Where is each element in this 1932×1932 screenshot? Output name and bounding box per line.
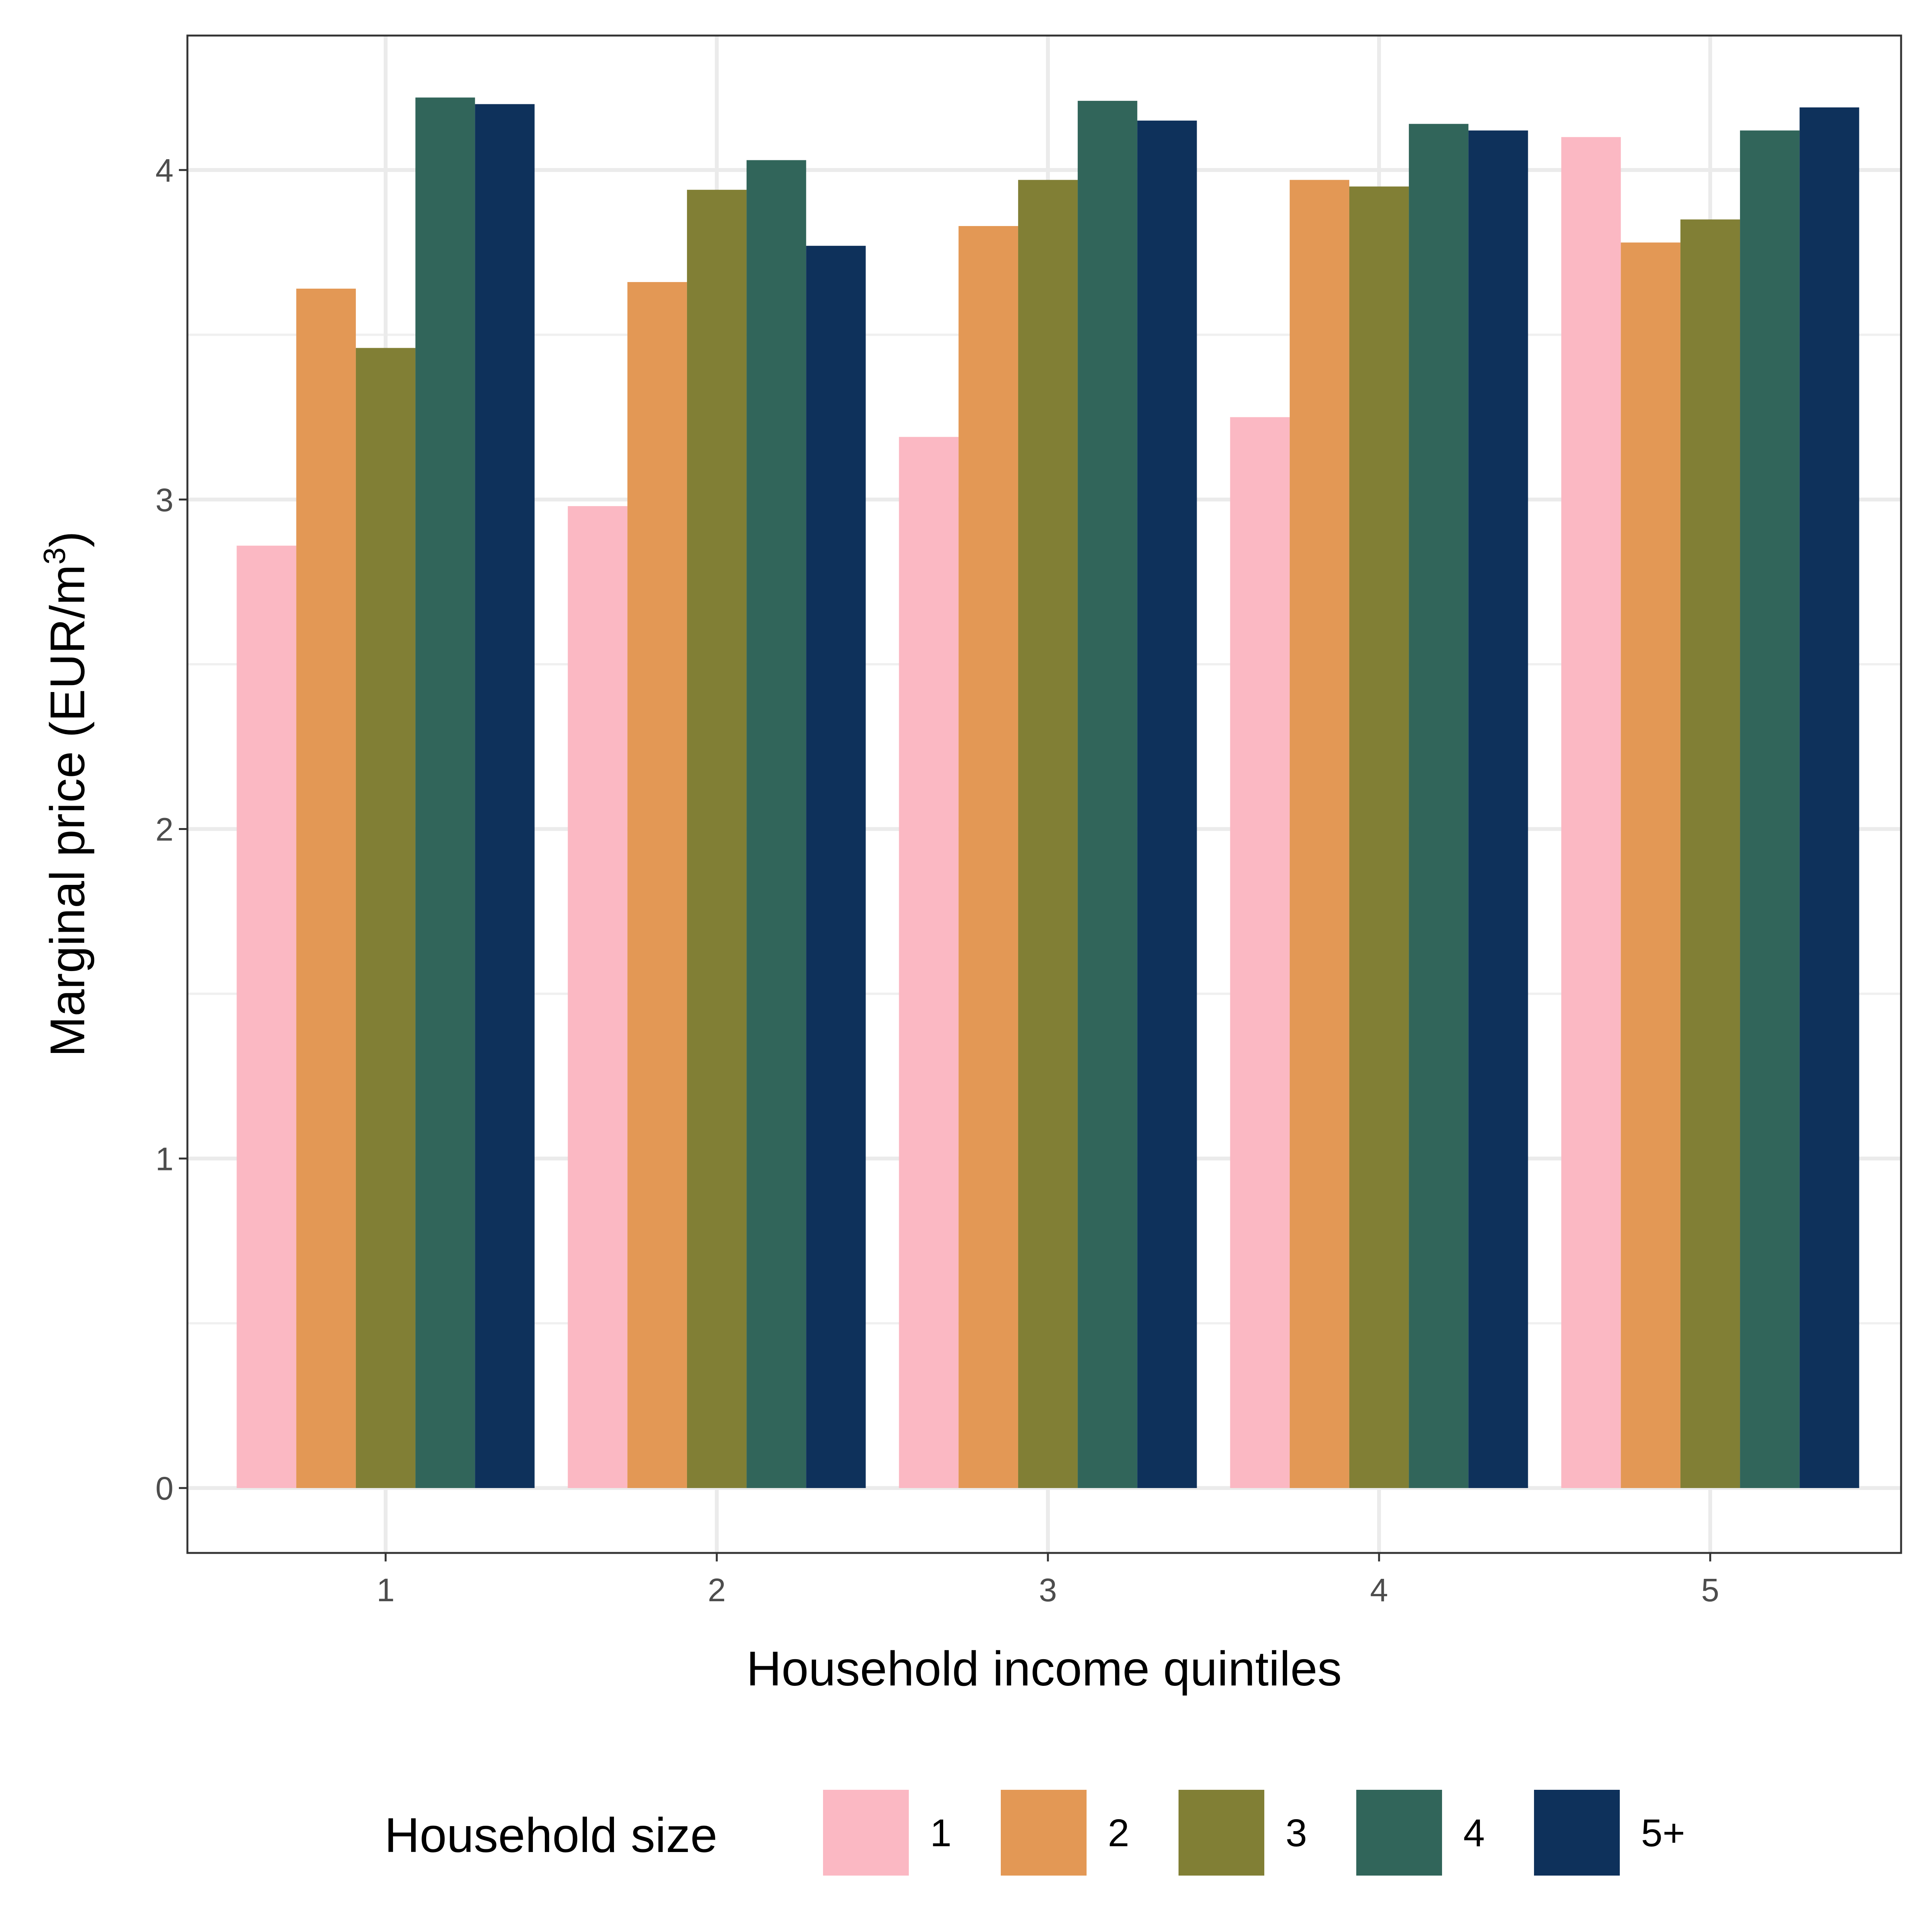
legend-key-3 xyxy=(1179,1790,1264,1876)
bar-q4-size-2 xyxy=(1289,180,1349,1488)
bar-q2-size-3 xyxy=(687,190,747,1488)
legend-key-1 xyxy=(823,1790,909,1876)
y-tick-label: 1 xyxy=(155,1141,173,1177)
bar-q4-size-4 xyxy=(1409,124,1469,1488)
y-axis-title-close: ) xyxy=(40,531,95,548)
y-tick-label: 4 xyxy=(155,152,173,189)
plot-panel-border xyxy=(186,34,1902,1554)
legend-label-1: 1 xyxy=(930,1811,952,1855)
y-tick-label: 3 xyxy=(155,482,173,518)
bar-q1-size-3 xyxy=(355,348,416,1488)
bar-q2-size-2 xyxy=(627,282,687,1488)
bar-q1-size-1 xyxy=(236,546,296,1488)
y-axis-title: Marginal price (EUR/m3) xyxy=(37,531,95,1057)
legend-label-4: 4 xyxy=(1463,1811,1485,1855)
bar-q3-size-2 xyxy=(958,226,1018,1488)
legend-key-2 xyxy=(1001,1790,1087,1876)
x-axis: 1 2 3 4 5 xyxy=(377,1553,1719,1608)
bar-q1-size-4 xyxy=(415,97,475,1488)
bar-q5-size-4 xyxy=(1740,130,1800,1488)
legend-label-3: 3 xyxy=(1286,1811,1307,1855)
y-tick-label: 0 xyxy=(155,1470,173,1507)
bar-q1-size-2 xyxy=(296,288,356,1488)
y-axis-title-superscript: 3 xyxy=(37,548,71,565)
x-tick-label: 3 xyxy=(1039,1572,1057,1608)
legend: Household size 1 2 3 4 5+ xyxy=(384,1790,1685,1876)
y-axis: 0 1 2 3 4 xyxy=(155,152,187,1507)
bar-q3-size-3 xyxy=(1018,180,1078,1488)
bar-q2-size-4 xyxy=(747,160,806,1488)
bars xyxy=(236,97,1859,1488)
bar-q3-size-1 xyxy=(899,437,959,1488)
legend-label-2: 2 xyxy=(1108,1811,1129,1855)
legend-key-4 xyxy=(1356,1790,1442,1876)
y-axis-title-main: Marginal price (EUR/m xyxy=(40,565,95,1057)
legend-title: Household size xyxy=(384,1808,718,1862)
y-tick-label: 2 xyxy=(155,811,173,848)
legend-label-5plus: 5+ xyxy=(1641,1811,1685,1855)
x-axis-title: Household income quintiles xyxy=(747,1641,1342,1696)
bar-q2-size-1 xyxy=(568,506,628,1488)
x-tick-label: 2 xyxy=(708,1572,726,1608)
bar-q4-size-1 xyxy=(1230,417,1290,1488)
bar-q5-size-2 xyxy=(1621,242,1680,1488)
legend-key-5plus xyxy=(1534,1790,1620,1876)
bar-q4-size-5plus xyxy=(1468,130,1528,1488)
bar-q1-size-5plus xyxy=(475,104,535,1488)
bar-q5-size-1 xyxy=(1561,137,1621,1488)
bar-q3-size-4 xyxy=(1078,100,1138,1488)
bar-q2-size-5plus xyxy=(806,246,866,1488)
x-tick-label: 4 xyxy=(1370,1572,1388,1608)
bar-q4-size-3 xyxy=(1349,186,1409,1488)
x-tick-label: 1 xyxy=(377,1572,395,1608)
bar-q5-size-5plus xyxy=(1799,107,1859,1488)
x-tick-label: 5 xyxy=(1701,1572,1719,1608)
bar-q3-size-5plus xyxy=(1137,121,1197,1488)
bar-q5-size-3 xyxy=(1680,219,1740,1488)
